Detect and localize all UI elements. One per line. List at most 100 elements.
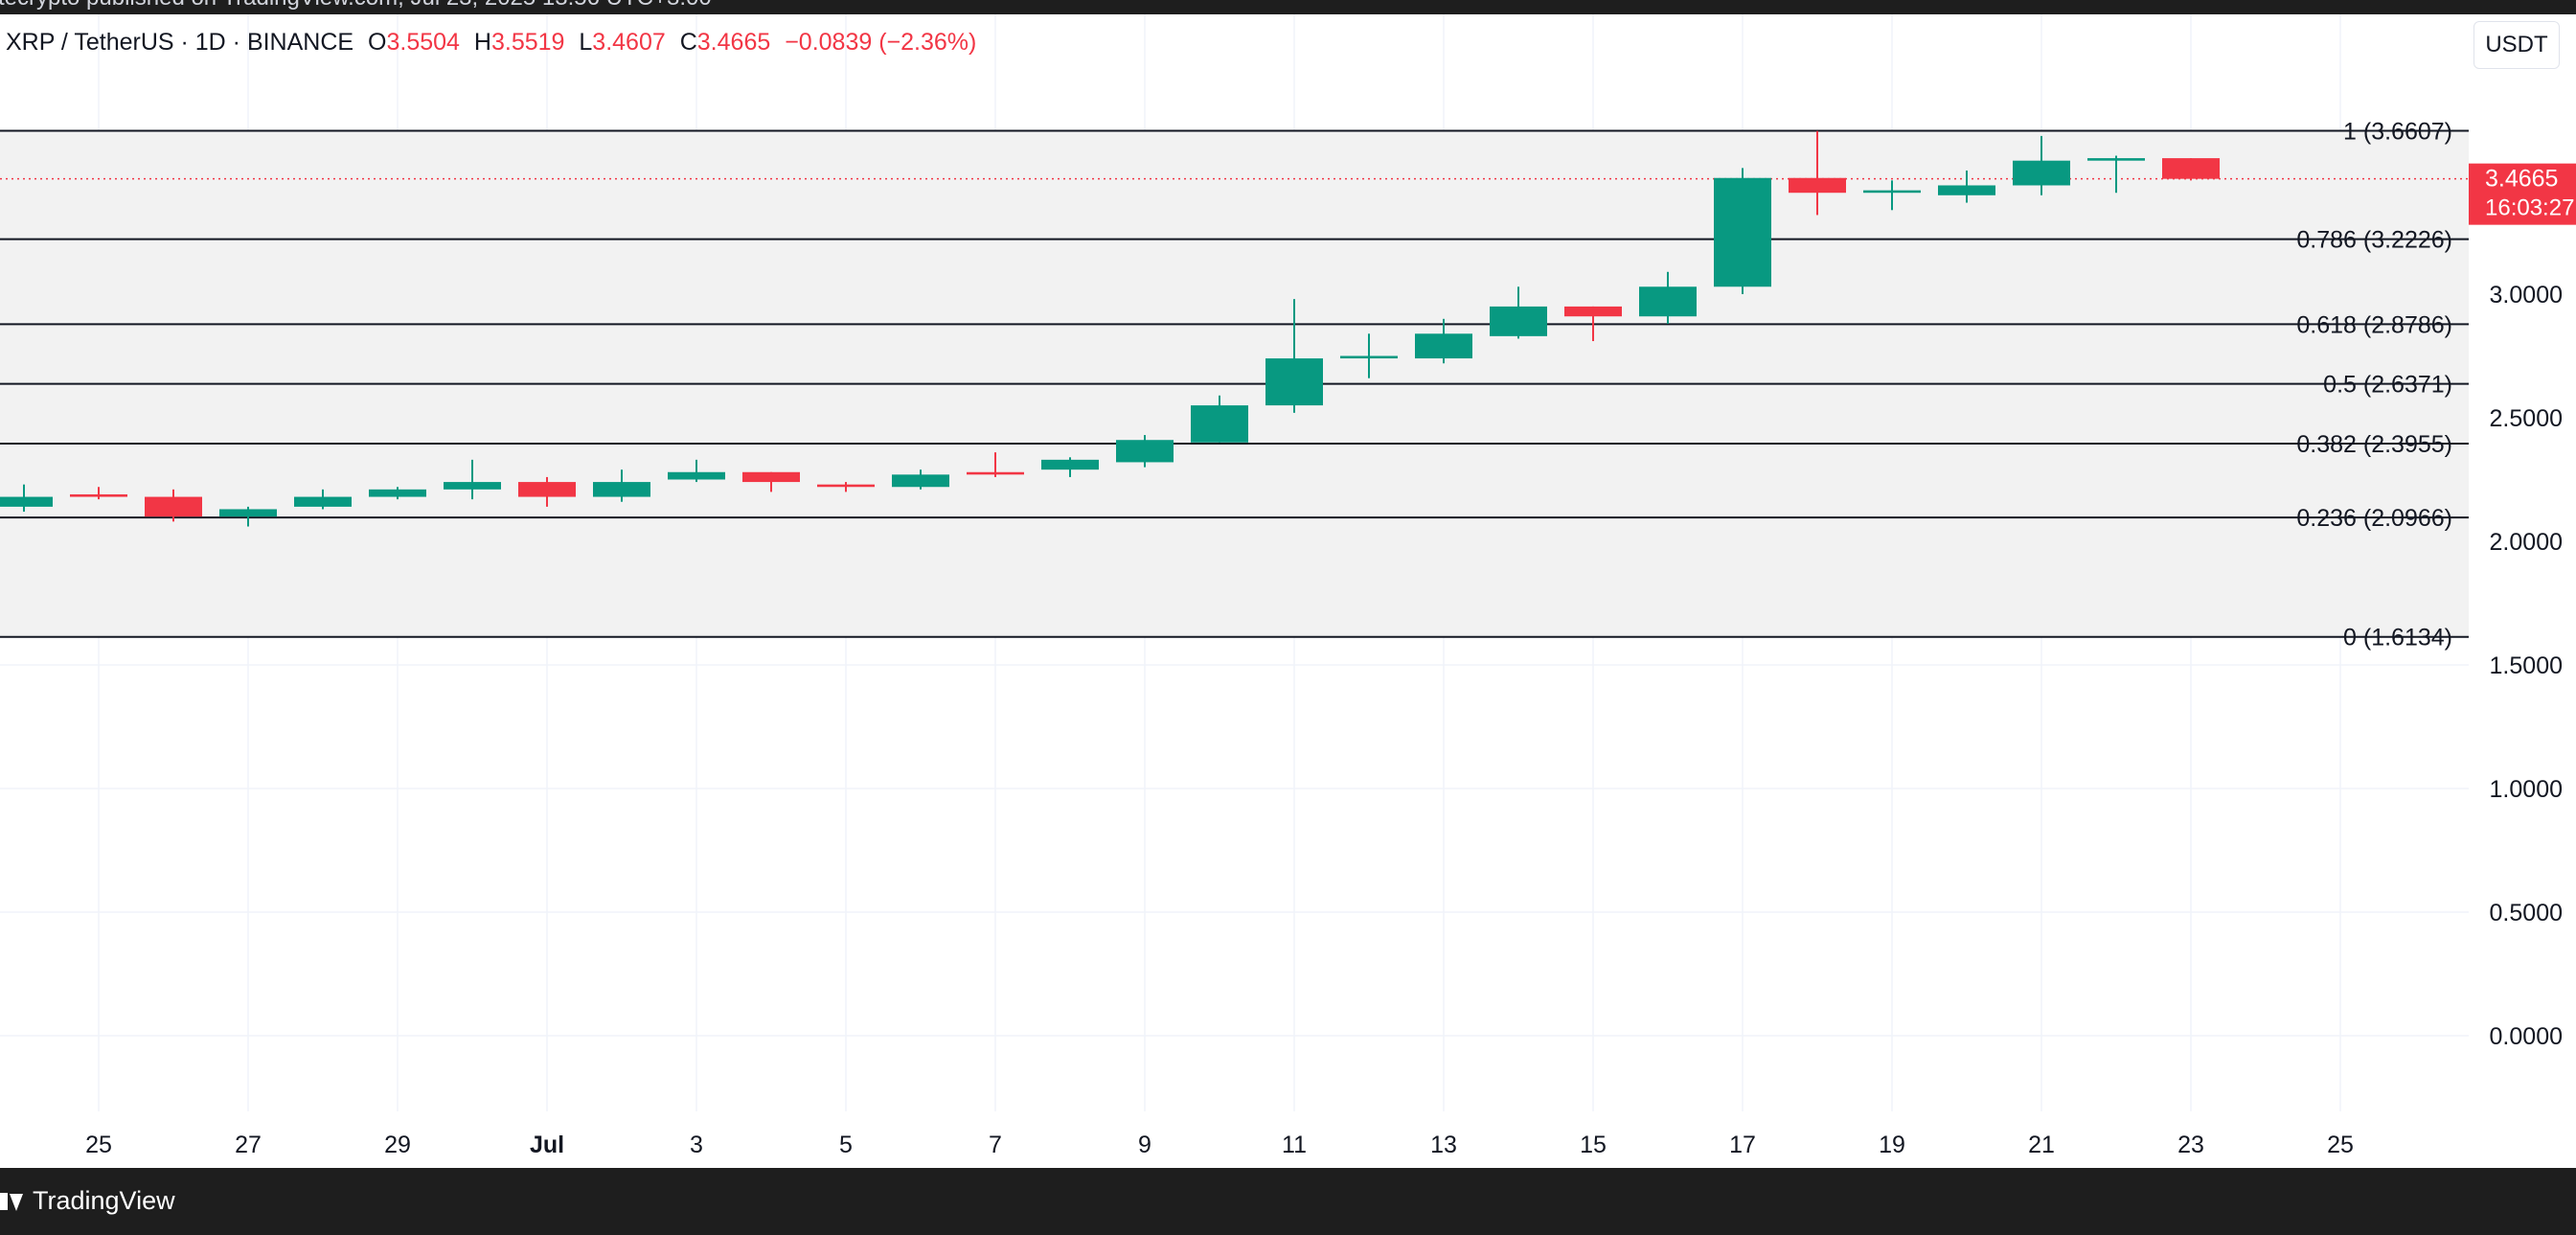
tradingview-logo[interactable]: TradingView	[0, 1186, 175, 1216]
candle-body	[2013, 160, 2070, 186]
candle-body	[1789, 177, 1846, 194]
candle	[70, 487, 127, 500]
candle-body	[1415, 333, 1472, 359]
y-axis: 0.0000 0.5000 1.0000 1.5000 2.0000 2.5000 3.00…	[2490, 282, 2563, 1050]
x-tick-label: Jul	[530, 1132, 564, 1158]
candle	[668, 459, 725, 483]
fib-level-label: 1 (3.6607)	[2343, 119, 2452, 146]
x-tick-label: 25	[2327, 1132, 2354, 1158]
chart-canvas[interactable]: 1 (3.6607) 0.786 (3.2226) 0.618 (2.8786) 0.…	[0, 0, 2576, 1168]
candle-body	[369, 489, 426, 497]
currency-button[interactable]: USDT	[2473, 21, 2560, 69]
fib-level-label: 0.786 (3.2226)	[2296, 227, 2452, 254]
x-tick-label: 29	[384, 1132, 411, 1158]
candle	[0, 484, 53, 513]
x-tick-label: 19	[1879, 1132, 1905, 1158]
candle	[892, 469, 949, 490]
x-tick-label: 17	[1729, 1132, 1756, 1158]
price-tag-bg	[2469, 163, 2576, 225]
candle-body	[145, 496, 202, 517]
fib-label-layer: 1 (3.6607) 0.786 (3.2226) 0.618 (2.8786) 0.…	[2296, 119, 2452, 652]
change-value: −0.0839 (−2.36%)	[785, 29, 977, 56]
open-key: O	[368, 29, 387, 56]
candle	[817, 482, 875, 492]
close-key: C	[679, 29, 697, 56]
x-tick-label: 15	[1580, 1132, 1607, 1158]
candle	[1564, 306, 1622, 342]
publish-info: tecrypto published on TradingView.com, J…	[0, 0, 712, 11]
candle	[1639, 271, 1697, 324]
x-tick-label: 7	[989, 1132, 1002, 1158]
y-tick-label: 1.5000	[2490, 652, 2563, 679]
high-key: H	[473, 29, 491, 56]
price-tag-price: 3.4665	[2485, 166, 2558, 193]
candle-body	[518, 482, 576, 497]
candle	[1116, 435, 1174, 468]
fib-line-layer	[0, 129, 2469, 638]
y-tick-label: 3.0000	[2490, 282, 2563, 309]
candle-body	[1564, 306, 1622, 317]
candle-body	[70, 493, 127, 497]
y-tick-label: 2.5000	[2490, 405, 2563, 432]
y-tick-label: 1.0000	[2490, 776, 2563, 803]
candle	[294, 489, 352, 510]
high-value: 3.5519	[490, 29, 565, 56]
candle-body	[593, 482, 650, 497]
x-tick-label: 13	[1430, 1132, 1457, 1158]
candle-body	[1041, 459, 1099, 470]
x-tick-label: 9	[1138, 1132, 1151, 1158]
candle	[518, 476, 576, 507]
candle-layer	[0, 130, 2220, 527]
candle-body	[892, 474, 949, 488]
close-value: 3.4665	[696, 29, 771, 56]
candle-body	[1340, 355, 1398, 359]
candle	[1265, 299, 1323, 413]
x-tick-label: 27	[235, 1132, 262, 1158]
symbol-title[interactable]: XRP / TetherUS · 1D · BINANCE	[6, 29, 354, 56]
candle-body	[1191, 405, 1248, 443]
candle	[444, 459, 501, 500]
candle-body	[967, 471, 1024, 475]
candle-body	[668, 471, 725, 480]
x-axis: 25 27 29 Jul 3 5 7 9 11 13 15 17 19 21 23 25	[85, 1132, 2354, 1158]
candle-body	[0, 496, 53, 507]
open-value: 3.5504	[386, 29, 460, 56]
tradingview-logo-label: TradingView	[33, 1186, 175, 1215]
x-tick-label: 3	[690, 1132, 703, 1158]
low-value: 3.4607	[592, 29, 666, 56]
x-tick-label: 11	[1282, 1132, 1307, 1158]
bottom-bar	[0, 1168, 2576, 1235]
fib-level-label: 0.5 (2.6371)	[2323, 372, 2452, 399]
x-tick-label: 21	[2028, 1132, 2055, 1158]
candle	[1789, 130, 1846, 216]
candle-body	[1116, 440, 1174, 463]
candle	[219, 506, 277, 527]
fib-level-label: 0 (1.6134)	[2343, 625, 2452, 652]
low-key: L	[579, 29, 593, 56]
symbol-legend: XRP / TetherUS · 1D · BINANCE O3.5504 H3…	[6, 29, 976, 57]
candle	[1041, 457, 1099, 477]
fib-level-label: 0.618 (2.8786)	[2296, 311, 2452, 338]
x-tick-label: 23	[2177, 1132, 2204, 1158]
candle-body	[1265, 358, 1323, 406]
candle	[1490, 286, 1547, 339]
candle	[1340, 333, 1398, 378]
candle	[2087, 155, 2145, 194]
candle	[593, 469, 650, 502]
fib-level-label: 0.382 (2.3955)	[2296, 431, 2452, 458]
candle	[1938, 171, 1995, 203]
price-tag-countdown: 16:03:27	[2485, 195, 2574, 221]
candle-body	[444, 482, 501, 490]
candle	[1863, 180, 1921, 211]
candle	[145, 489, 202, 522]
candle	[369, 487, 426, 500]
tradingview-logo-icon	[0, 1190, 25, 1213]
candle-body	[2087, 158, 2145, 161]
y-tick-label: 0.0000	[2490, 1023, 2563, 1050]
candle-body	[817, 484, 875, 488]
x-tick-label: 5	[839, 1132, 853, 1158]
candle-body	[1639, 286, 1697, 317]
candle	[1415, 318, 1472, 364]
top-bar: tecrypto published on TradingView.com, J…	[0, 0, 2576, 14]
